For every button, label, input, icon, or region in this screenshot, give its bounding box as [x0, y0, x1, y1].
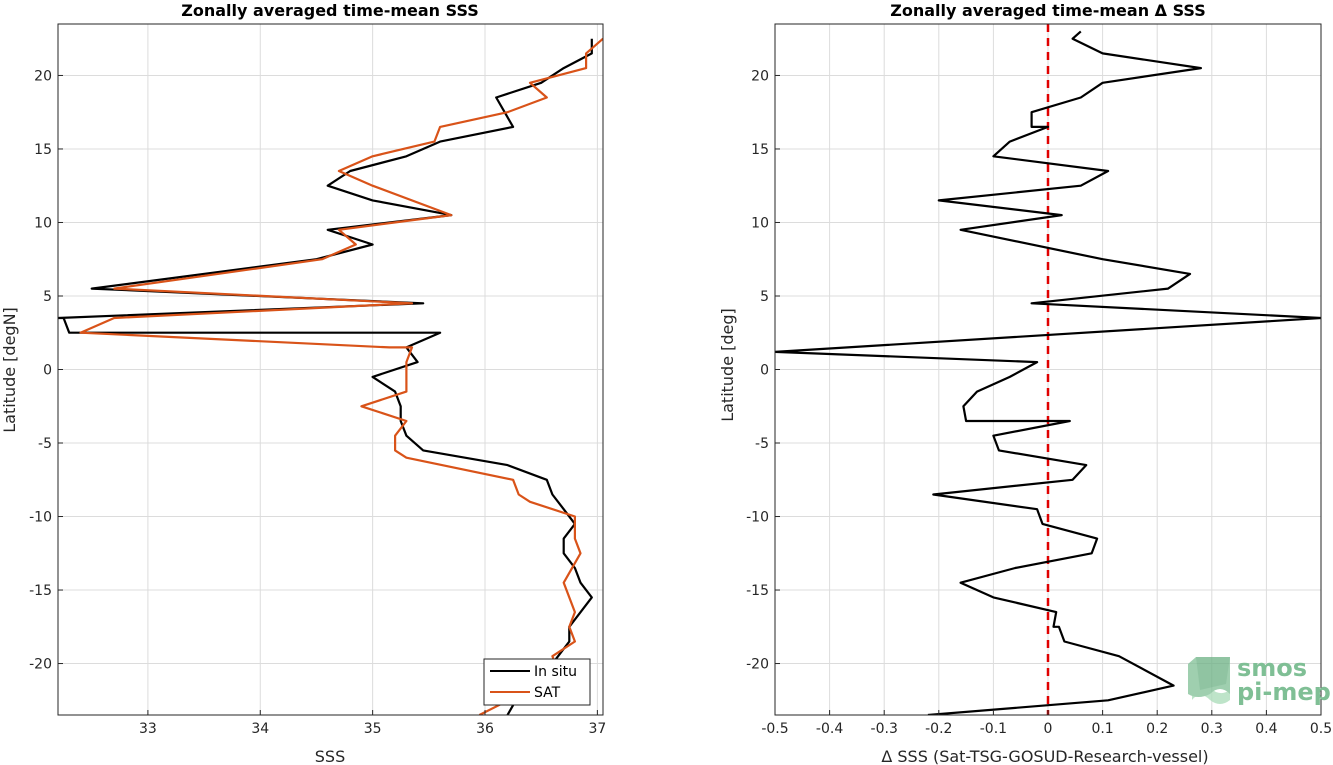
y-tick-label: 0 [760, 363, 769, 379]
y-tick-label: 5 [760, 289, 769, 305]
right-plot-area [775, 24, 1321, 715]
legend-box [483, 658, 591, 706]
y-tick-label: 10 [34, 215, 52, 231]
x-tick-label: -0.2 [925, 721, 952, 737]
right-chart: -0.5 -0.4 -0.3 -0.2 -0.1 0 0.1 0.2 0.3 0.4 0.5 -20 -… [718, 1, 1332, 765]
x-tick-label: 35 [364, 721, 382, 737]
y-tick-label: -15 [29, 583, 52, 599]
x-tick-label: -0.5 [761, 721, 788, 737]
x-tick-label: -0.4 [816, 721, 843, 737]
left-chart-title: Zonally averaged time-mean SSS [181, 1, 479, 20]
y-tick-label: -5 [755, 436, 769, 452]
logo-waves-icon [1188, 657, 1230, 704]
y-tick-label: -20 [29, 657, 52, 673]
x-tick-label: 0.3 [1201, 721, 1223, 737]
y-tick-label: 20 [751, 68, 769, 84]
y-tick-label: -20 [746, 657, 769, 673]
logo-text-pi-mep: pi-mep [1237, 678, 1331, 706]
y-tick-label: -15 [746, 583, 769, 599]
x-tick-label: 36 [476, 721, 494, 737]
y-tick-label: -10 [746, 510, 769, 526]
x-tick-label: 0 [1044, 721, 1053, 737]
y-tick-label: 15 [751, 142, 769, 158]
legend: In situ SAT [483, 658, 591, 706]
y-tick-label: 5 [43, 289, 52, 305]
logo-text-smos: smos [1237, 654, 1307, 682]
x-tick-label: 34 [251, 721, 269, 737]
right-x-axis-label: Δ SSS (Sat-TSG-GOSUD-Research-vessel) [881, 747, 1208, 765]
left-y-axis-label: Latitude [degN] [0, 307, 19, 433]
legend-label-in-situ: In situ [534, 664, 577, 680]
series-line-sat [79, 37, 603, 715]
x-tick-label: 0.2 [1146, 721, 1168, 737]
y-tick-label: 15 [34, 142, 52, 158]
x-tick-label: 0.5 [1310, 721, 1332, 737]
x-tick-label: 33 [139, 721, 157, 737]
left-chart: 33 34 35 36 37 -20 -15 -10 -5 0 5 10 15 20 Zonally av… [0, 1, 606, 765]
series-line-in-situ [58, 38, 593, 715]
right-chart-title: Zonally averaged time-mean Δ SSS [890, 1, 1206, 20]
x-tick-label: -0.1 [980, 721, 1007, 737]
x-tick-label: 37 [588, 721, 606, 737]
x-tick-label: 0.1 [1091, 721, 1113, 737]
left-ticks: 33 34 35 36 37 -20 -15 -10 -5 0 5 10 15 20 [29, 68, 606, 737]
y-tick-label: -5 [38, 436, 52, 452]
x-tick-label: -0.3 [871, 721, 898, 737]
left-plot-area [58, 37, 603, 715]
right-y-axis-label: Latitude [deg] [718, 308, 737, 422]
y-tick-label: 0 [43, 363, 52, 379]
y-tick-label: 20 [34, 68, 52, 84]
y-tick-label: -10 [29, 510, 52, 526]
series-line-delta-sss [775, 30, 1321, 715]
x-tick-label: 0.4 [1255, 721, 1277, 737]
left-x-axis-label: SSS [315, 747, 345, 765]
smos-pi-mep-logo: smos pi-mep [1188, 654, 1331, 706]
y-tick-label: 10 [751, 215, 769, 231]
legend-label-sat: SAT [534, 685, 561, 701]
left-grid [58, 24, 603, 715]
right-ticks: -0.5 -0.4 -0.3 -0.2 -0.1 0 0.1 0.2 0.3 0.4 0.5 -20 -… [746, 68, 1332, 737]
